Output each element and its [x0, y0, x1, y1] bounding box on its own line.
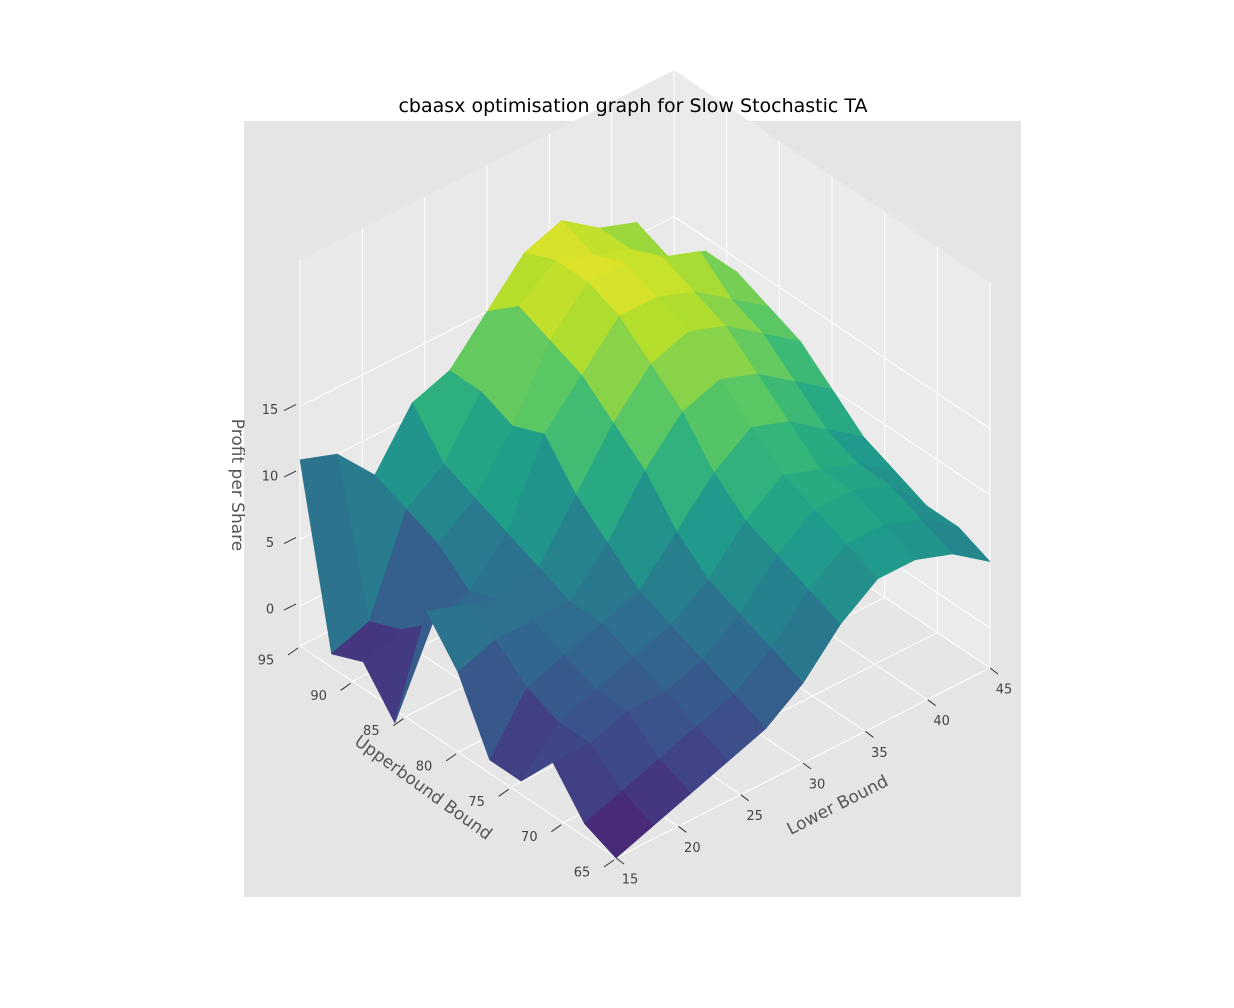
y-tick [445, 753, 457, 762]
x-tick [740, 794, 749, 802]
y-tick-label: 75 [468, 795, 485, 810]
x-tick-label: 25 [746, 809, 763, 824]
z-tick-label: 0 [266, 603, 274, 618]
z-tick [283, 537, 297, 545]
z-axis-label: Profit per Share [227, 419, 247, 551]
y-tick-label: 80 [416, 760, 433, 775]
y-tick [287, 647, 299, 656]
x-tick [927, 699, 936, 707]
x-tick [678, 825, 687, 833]
z-tick-label: 10 [262, 470, 279, 485]
axis-ticks: 15 20 25 30 35 40 45 65 70 75 80 85 90 95 0 5 10 15 [258, 403, 1013, 887]
z-tick [283, 470, 297, 478]
y-tick-label: 70 [521, 830, 538, 845]
z-tick-label: 15 [262, 403, 279, 418]
z-tick-label: 5 [266, 536, 274, 551]
y-tick-label: 65 [574, 866, 591, 881]
y-tick-label: 95 [258, 654, 275, 669]
y-tick [603, 859, 615, 868]
y-tick [340, 682, 351, 691]
y-tick-label: 85 [363, 724, 380, 739]
y-tick [551, 824, 562, 833]
surface-patch [584, 790, 654, 859]
x-tick [802, 762, 812, 770]
x-tick-label: 30 [809, 778, 826, 793]
x-tick [989, 667, 999, 675]
z-tick [283, 404, 297, 412]
surface-plot [299, 220, 991, 859]
x-tick [865, 730, 874, 738]
x-tick-label: 35 [871, 746, 888, 761]
z-tick [283, 603, 297, 611]
x-tick-label: 45 [996, 683, 1013, 698]
chart-title: cbaasx optimisation graph for Slow Stoch… [398, 95, 867, 117]
grid-line [673, 216, 991, 430]
x-tick-label: 40 [933, 714, 950, 729]
x-tick-label: 20 [684, 841, 701, 856]
x-tick [615, 857, 625, 865]
y-tick [393, 718, 404, 727]
y-tick-label: 90 [310, 689, 327, 704]
y-tick [498, 788, 509, 797]
x-tick-label: 15 [622, 873, 639, 888]
